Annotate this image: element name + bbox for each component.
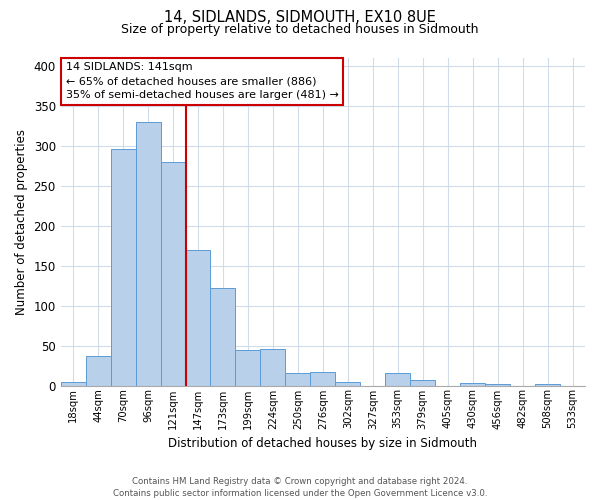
Bar: [535, 384, 560, 386]
Bar: [485, 384, 510, 386]
Bar: [61, 382, 86, 386]
Bar: [185, 250, 211, 386]
Bar: [335, 382, 360, 386]
Bar: [410, 380, 435, 386]
Bar: [161, 162, 185, 386]
X-axis label: Distribution of detached houses by size in Sidmouth: Distribution of detached houses by size …: [169, 437, 478, 450]
Y-axis label: Number of detached properties: Number of detached properties: [15, 128, 28, 314]
Bar: [110, 148, 136, 386]
Bar: [385, 372, 410, 386]
Bar: [286, 372, 310, 386]
Bar: [460, 383, 485, 386]
Text: Size of property relative to detached houses in Sidmouth: Size of property relative to detached ho…: [121, 22, 479, 36]
Text: Contains HM Land Registry data © Crown copyright and database right 2024.
Contai: Contains HM Land Registry data © Crown c…: [113, 476, 487, 498]
Bar: [310, 372, 335, 386]
Bar: [235, 350, 260, 386]
Bar: [136, 122, 161, 386]
Bar: [211, 288, 235, 386]
Text: 14, SIDLANDS, SIDMOUTH, EX10 8UE: 14, SIDLANDS, SIDMOUTH, EX10 8UE: [164, 10, 436, 25]
Bar: [86, 356, 110, 386]
Bar: [260, 348, 286, 386]
Text: 14 SIDLANDS: 141sqm
← 65% of detached houses are smaller (886)
35% of semi-detac: 14 SIDLANDS: 141sqm ← 65% of detached ho…: [66, 62, 339, 100]
